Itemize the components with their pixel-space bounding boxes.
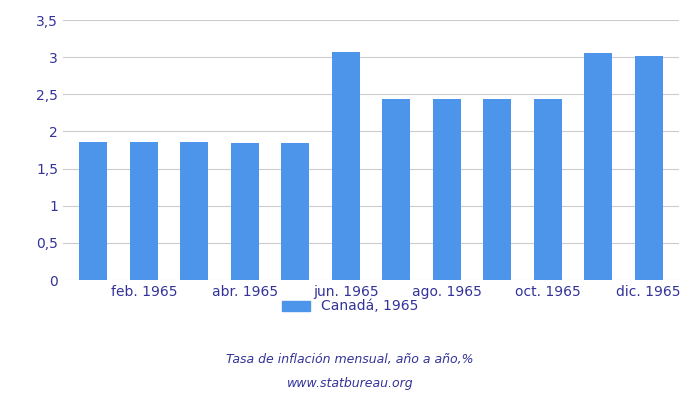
Bar xyxy=(332,52,360,280)
Text: Tasa de inflación mensual, año a año,%: Tasa de inflación mensual, año a año,% xyxy=(226,354,474,366)
Bar xyxy=(433,100,461,280)
Bar xyxy=(181,142,208,280)
Bar xyxy=(79,142,107,280)
Bar xyxy=(483,100,511,280)
Bar xyxy=(584,54,612,280)
Bar xyxy=(281,142,309,280)
Text: www.statbureau.org: www.statbureau.org xyxy=(287,378,413,390)
Bar xyxy=(635,56,663,280)
Legend: Canadá, 1965: Canadá, 1965 xyxy=(276,294,424,319)
Bar xyxy=(231,143,259,280)
Bar xyxy=(382,100,410,280)
Bar xyxy=(130,142,158,280)
Bar xyxy=(534,100,561,280)
